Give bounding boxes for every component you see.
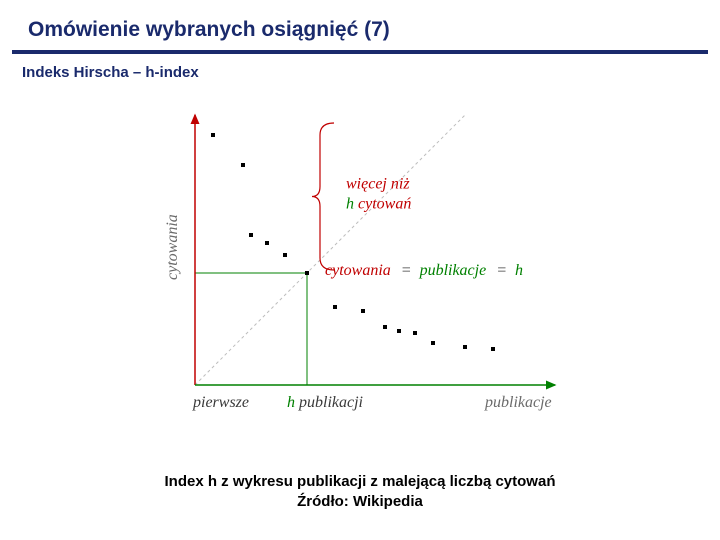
caption-line2: Źródło: Wikipedia [0,492,720,512]
svg-text:cytowania = publikacje = h: cytowania = publikacje = h [325,262,523,279]
svg-text:pierwsze: pierwsze [192,394,249,411]
svg-text:h cytowań: h cytowań [346,196,411,213]
caption-line1: Index h z wykresu publikacji z malejącą … [0,472,720,492]
chart-svg: cytowania publikacje więcej niż h cytowań cy… [135,105,585,425]
svg-text:h publikacji: h publikacji [287,394,363,411]
caption: Index h z wykresu publikacji z malejącą … [0,472,720,513]
svg-text:cytowania: cytowania [164,214,181,280]
svg-text:więcej niż: więcej niż [346,176,410,193]
slide-title: Omówienie wybranych osiągnięć (7) [0,0,720,50]
h-index-chart: cytowania publikacje więcej niż h cytowań cy… [135,105,585,445]
svg-text:publikacje: publikacje [484,394,552,411]
slide-subtitle: Indeks Hirscha – h-index [0,54,720,81]
